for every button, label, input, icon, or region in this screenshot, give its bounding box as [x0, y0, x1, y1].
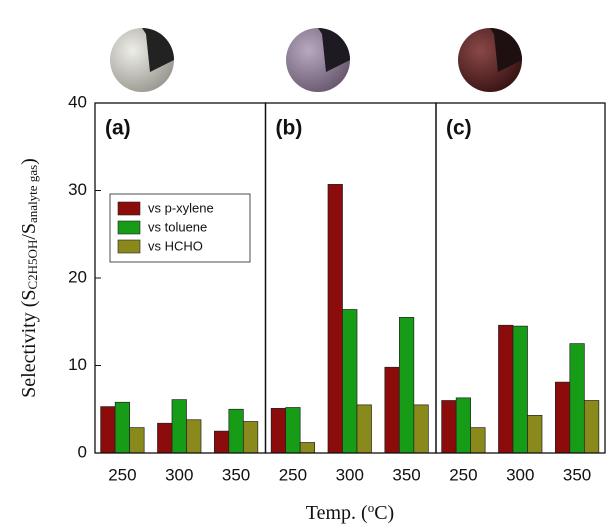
bar — [470, 427, 486, 454]
x-axis-label: Temp. (oC) — [306, 500, 394, 524]
legend-swatch — [117, 201, 141, 216]
x-tick-label: 250 — [449, 465, 477, 484]
bar — [285, 407, 301, 454]
bar — [327, 184, 343, 454]
sphere-icons — [110, 28, 522, 92]
panel-frame — [435, 102, 606, 454]
y-axis-label: Selectivity (SC2H5OH/Sanalyte gas) — [18, 158, 40, 398]
x-tick-label: 350 — [563, 465, 591, 484]
bar — [100, 406, 116, 454]
x-tick-label: 250 — [279, 465, 307, 484]
bar — [512, 325, 528, 454]
x-tick-label: 300 — [336, 465, 364, 484]
y-axis-label-part: C2H5OH — [25, 240, 40, 290]
y-axis-label-part: Selectivity (S — [18, 290, 40, 398]
x-axis-label-part: C) — [374, 502, 394, 524]
y-axis-label-part: analyte gas — [25, 165, 40, 223]
bar — [114, 401, 131, 454]
bar — [171, 399, 187, 454]
bar — [441, 400, 457, 454]
legend-label: vs HCHO — [148, 238, 203, 253]
panel-title: (a) — [105, 117, 131, 140]
x-axis-label-part: Temp. ( — [306, 502, 368, 524]
bar — [413, 404, 429, 454]
legend-swatch — [117, 220, 141, 235]
bar — [186, 419, 202, 454]
bar — [527, 415, 543, 454]
x-tick-label: 250 — [108, 465, 136, 484]
y-tick-label: 40 — [68, 92, 87, 111]
bar — [129, 427, 145, 454]
bar — [398, 317, 415, 454]
bar — [583, 400, 600, 454]
bar — [498, 324, 514, 454]
legend-swatch — [117, 239, 141, 254]
bar — [554, 381, 571, 454]
legend-label: vs toluene — [148, 219, 207, 234]
bar — [455, 397, 472, 454]
y-tick-label: 30 — [68, 180, 87, 199]
panel-title: (c) — [446, 117, 472, 140]
y-tick-label: 0 — [78, 442, 87, 461]
bar — [342, 309, 358, 454]
bar — [228, 408, 244, 454]
x-tick-label: 350 — [222, 465, 250, 484]
bar — [242, 421, 259, 454]
x-tick-label: 350 — [392, 465, 420, 484]
y-tick-label: 10 — [68, 355, 87, 374]
bar — [270, 408, 287, 454]
legend-label: vs p-xylene — [148, 200, 214, 215]
y-tick-label: 20 — [68, 267, 87, 286]
bar — [356, 404, 372, 454]
x-tick-label: 300 — [506, 465, 534, 484]
bar — [569, 343, 585, 454]
bar — [384, 366, 400, 454]
x-tick-label: 300 — [165, 465, 193, 484]
y-axis-label-part: /S — [18, 223, 40, 240]
x-axis-label-part: o — [368, 500, 375, 515]
bar — [213, 430, 230, 454]
panel-title: (b) — [276, 117, 303, 140]
y-axis-label-part: ) — [18, 158, 40, 165]
bar — [157, 422, 173, 454]
bar — [299, 442, 316, 454]
